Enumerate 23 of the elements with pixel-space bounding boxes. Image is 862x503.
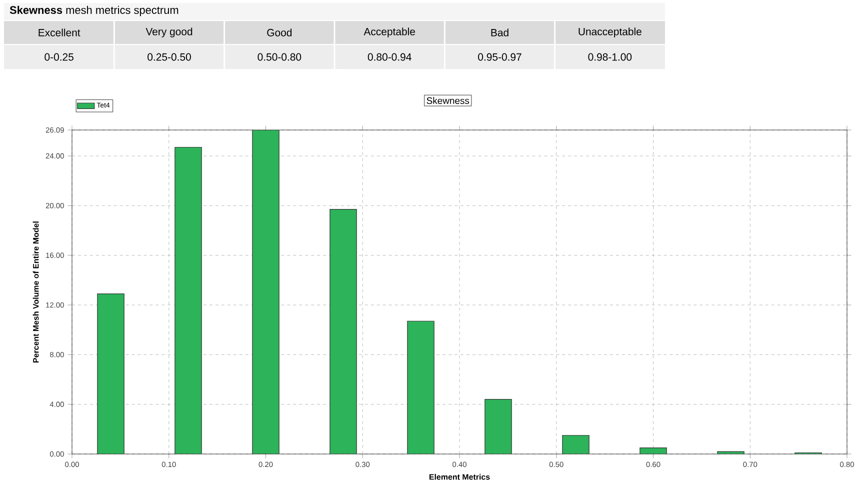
bar <box>640 447 667 454</box>
text: 0.80-0.94 <box>368 53 412 61</box>
category-label: Excellent <box>38 28 80 36</box>
category-label: Acceptable <box>364 28 415 38</box>
bar <box>484 399 512 454</box>
bar <box>252 130 280 454</box>
category-label: Unacceptable <box>578 28 642 38</box>
text: 0.95-0.97 <box>478 53 522 61</box>
text: 0.50-0.80 <box>258 53 302 61</box>
text: 0.98-1.00 <box>588 53 632 61</box>
bar <box>562 435 590 454</box>
category-label: Bad <box>491 28 508 36</box>
bar <box>97 293 124 454</box>
bar <box>407 320 434 454</box>
text: Skewness mesh metrics spectrum <box>10 6 178 16</box>
category-label: Good <box>267 28 292 36</box>
chart-title: Skewness <box>426 97 470 104</box>
bar <box>174 146 202 454</box>
text: 0.25-0.50 <box>148 53 191 61</box>
category-label: Very good <box>146 28 192 38</box>
text: 0-0.25 <box>44 53 74 61</box>
bar <box>330 209 357 454</box>
bar <box>717 451 744 454</box>
